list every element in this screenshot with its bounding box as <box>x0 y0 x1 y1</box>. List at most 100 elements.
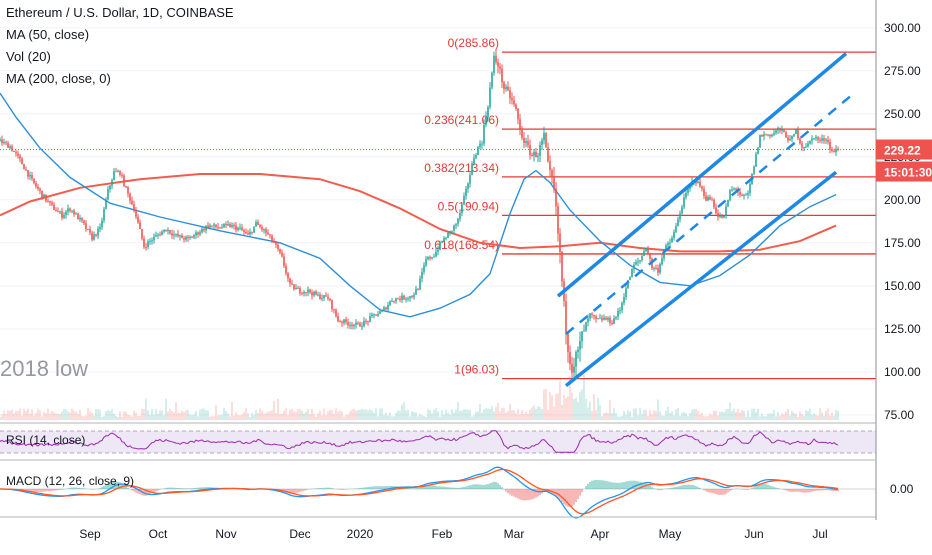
macd-histogram-bar <box>787 489 788 491</box>
volume-bar <box>615 413 616 420</box>
candle-body <box>459 213 461 219</box>
candle-body <box>303 292 305 294</box>
candle-body <box>269 234 271 235</box>
macd-legend[interactable]: MACD (12, 26, close, 9) <box>6 474 134 488</box>
legend-vol[interactable]: Vol (20) <box>6 49 51 64</box>
candle-body <box>447 233 449 238</box>
volume-bar <box>261 411 262 420</box>
candle-body <box>235 225 237 229</box>
volume-bar <box>87 408 88 420</box>
macd-histogram-bar <box>411 488 412 489</box>
candle-body <box>261 227 263 230</box>
volume-bar <box>411 411 412 420</box>
macd-histogram-bar <box>815 489 816 491</box>
macd-histogram-bar <box>361 488 362 489</box>
volume-bar <box>371 411 372 420</box>
candle-body <box>683 197 685 207</box>
candle-body <box>483 125 485 144</box>
candle-body <box>753 167 755 174</box>
volume-bar <box>655 411 656 420</box>
volume-bar <box>783 415 784 420</box>
candle-body <box>25 169 27 170</box>
candle-body <box>657 268 659 273</box>
candle-body <box>553 178 555 189</box>
macd-histogram-bar <box>479 485 480 489</box>
legend-ma200[interactable]: MA (200, close, 0) <box>6 71 111 86</box>
macd-histogram-bar <box>575 489 576 502</box>
candle-body <box>47 201 49 202</box>
volume-bar <box>223 408 224 420</box>
volume-bar <box>693 409 694 420</box>
candle-body <box>433 256 435 257</box>
candle-body <box>39 189 41 191</box>
volume-bar <box>729 403 730 420</box>
candle-body <box>369 316 371 322</box>
volume-bar <box>253 415 254 420</box>
x-tick-label: Oct <box>149 527 168 541</box>
volume-bar <box>463 409 464 420</box>
volume-bar <box>409 416 410 420</box>
candle-body <box>49 201 51 203</box>
candle-body <box>567 334 569 352</box>
trend-channel[interactable] <box>558 54 850 386</box>
macd-histogram-bar <box>715 489 716 494</box>
volume-bar <box>263 414 264 420</box>
macd-histogram-bar <box>651 487 652 489</box>
candle-body <box>471 164 473 175</box>
macd-histogram-bar <box>177 488 178 489</box>
volume-bar <box>381 408 382 420</box>
candle-body <box>163 230 165 232</box>
candle-body <box>451 231 453 232</box>
volume-bar <box>287 415 288 420</box>
volume-bar <box>53 412 54 420</box>
volume-bar <box>405 411 406 420</box>
legend-symbol[interactable]: Ethereum / U.S. Dollar, 1D, COINBASE <box>6 5 234 20</box>
candle-body <box>165 230 167 231</box>
volume-bar <box>137 416 138 420</box>
volume-bar <box>57 414 58 420</box>
volume-bar <box>341 412 342 420</box>
macd-histogram-bar <box>483 485 484 489</box>
macd-histogram-bar <box>485 485 486 489</box>
volume-bar <box>395 413 396 420</box>
macd-histogram-bar <box>417 488 418 489</box>
macd-histogram-bar <box>657 489 658 490</box>
candle-body <box>367 321 369 322</box>
volume-bar <box>673 415 674 420</box>
volume-bar <box>789 416 790 420</box>
candle-body <box>297 288 299 289</box>
volume-bar <box>671 411 672 420</box>
volume-bar <box>121 417 122 420</box>
rsi-pane[interactable] <box>0 431 876 453</box>
volume-bar <box>387 416 388 420</box>
candle-body <box>353 325 355 326</box>
volume-bar <box>629 411 630 420</box>
rsi-legend[interactable]: RSI (14, close) <box>6 433 85 447</box>
candle-body <box>135 211 137 217</box>
candle-body <box>95 234 97 235</box>
volume-bar <box>311 409 312 420</box>
macd-histogram-bar <box>653 488 654 489</box>
candle-body <box>723 216 725 218</box>
candle-body <box>139 222 141 229</box>
macd-histogram-bar <box>705 489 706 491</box>
macd-histogram-bar <box>499 485 500 489</box>
volume-bar <box>745 417 746 420</box>
legend-ma50[interactable]: MA (50, close) <box>6 27 89 42</box>
candle-body <box>91 233 93 240</box>
volume-bar <box>203 408 204 420</box>
volume-bar <box>193 414 194 420</box>
candle-body <box>121 175 123 176</box>
candle-body <box>247 233 249 234</box>
macd-histogram-bar <box>345 489 346 490</box>
volume-bar <box>11 410 12 420</box>
volume-bar <box>115 416 116 420</box>
volume-bar <box>563 395 564 420</box>
volume-bar <box>723 412 724 420</box>
candle-body <box>327 297 329 299</box>
macd-histogram-bar <box>419 487 420 489</box>
volume-bar <box>391 417 392 420</box>
annotation-text[interactable]: 2018 low <box>0 356 88 382</box>
